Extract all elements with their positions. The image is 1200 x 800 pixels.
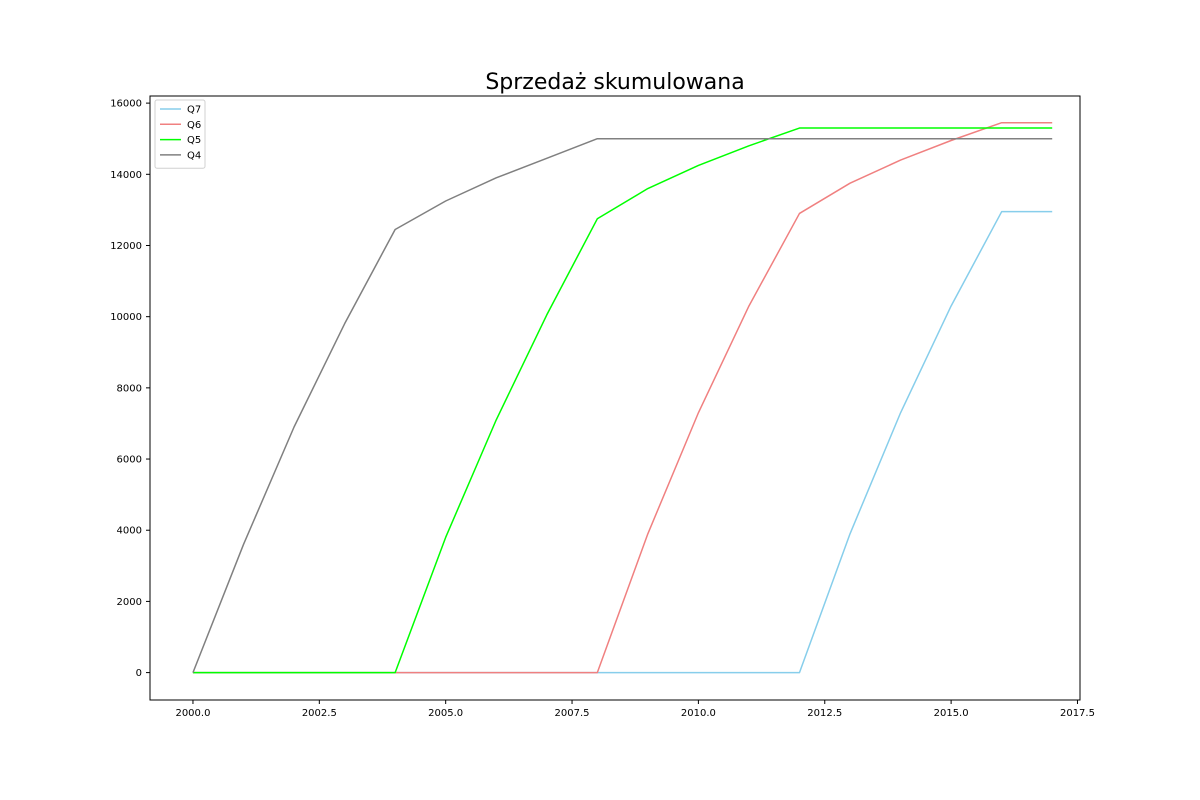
legend-label-q6: Q6 bbox=[187, 120, 201, 131]
series-line-q5 bbox=[192, 127, 1053, 674]
y-tick-label: 10000 bbox=[110, 312, 142, 323]
series-layer bbox=[192, 121, 1053, 674]
x-tick-label: 2010.0 bbox=[681, 708, 716, 719]
y-tick-label: 14000 bbox=[110, 170, 142, 181]
x-tick-label: 2002.5 bbox=[302, 708, 337, 719]
x-tick-label: 2007.5 bbox=[555, 708, 590, 719]
legend-box bbox=[154, 99, 206, 169]
x-tick-label: 2017.5 bbox=[1060, 708, 1095, 719]
legend-label-q4: Q4 bbox=[187, 150, 201, 161]
axes: 2000.0 2002.5 2005.0 2007.5 2010.0 2012.5 2015… bbox=[110, 95, 1095, 719]
legend-label-q7: Q7 bbox=[187, 105, 201, 116]
x-tick-label: 2012.5 bbox=[807, 708, 842, 719]
y-tick-label: 2000 bbox=[117, 597, 142, 608]
series-line-q4 bbox=[192, 137, 1053, 673]
legend-label-q5: Q5 bbox=[187, 135, 201, 146]
chart-title: Sprzedaż skumulowana bbox=[485, 70, 744, 95]
legend: Q7 Q6 Q5 Q4 bbox=[154, 99, 206, 169]
y-tick-label: 12000 bbox=[110, 241, 142, 252]
y-tick-label: 8000 bbox=[117, 383, 142, 394]
y-tick-label: 4000 bbox=[117, 526, 142, 537]
x-tick-label: 2005.0 bbox=[428, 708, 463, 719]
plot-frame bbox=[149, 95, 1081, 701]
y-tick-label: 6000 bbox=[117, 455, 142, 466]
x-tick-label: 2015.0 bbox=[934, 708, 969, 719]
series-line-q6 bbox=[192, 121, 1053, 674]
y-tick-label: 16000 bbox=[110, 99, 142, 110]
y-tick-label: 0 bbox=[136, 668, 142, 679]
x-tick-label: 2000.0 bbox=[175, 708, 210, 719]
